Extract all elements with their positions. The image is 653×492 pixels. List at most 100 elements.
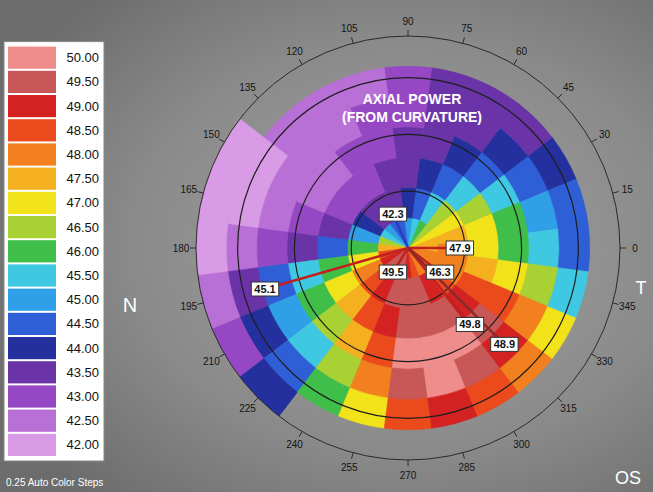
colorbar: 42.0042.5043.0043.5044.0044.5045.0045.50… xyxy=(4,42,104,461)
angle-tick xyxy=(514,432,517,437)
colorbar-label: 44.50 xyxy=(66,316,99,331)
angle-tick xyxy=(299,432,302,437)
angle-tick xyxy=(620,248,626,249)
reading-lines xyxy=(265,214,504,344)
angle-label: 345 xyxy=(619,301,636,312)
background xyxy=(0,0,653,492)
rings xyxy=(196,36,620,460)
colorbar-swatch xyxy=(8,361,56,383)
angle-tick xyxy=(463,37,465,43)
angle-label: 180 xyxy=(173,243,190,254)
colorbar-swatch xyxy=(8,143,56,165)
map-cell xyxy=(464,256,498,283)
reading-label: 42.3 xyxy=(382,208,403,220)
angle-axis: 0153045607590105120135150165180195210225… xyxy=(173,16,639,481)
reading: 47.9 xyxy=(446,241,473,255)
reading-box xyxy=(379,265,406,279)
map-cell xyxy=(384,398,431,430)
reading-line xyxy=(408,248,470,324)
map-cell xyxy=(226,224,258,271)
angle-tick xyxy=(408,30,409,36)
colorbar-label: 46.00 xyxy=(66,244,99,259)
angle-label: 165 xyxy=(180,184,197,195)
colorbar-swatch xyxy=(8,313,56,335)
map-cell xyxy=(257,228,288,268)
colorbar-label: 43.00 xyxy=(66,389,99,404)
angle-label: 150 xyxy=(203,129,220,140)
map-cell xyxy=(212,119,264,179)
angle-label: 30 xyxy=(599,129,611,140)
colorbar-label: 43.50 xyxy=(66,365,99,380)
angle-label: 225 xyxy=(239,403,256,414)
map-cell xyxy=(528,228,559,268)
colorbar-label: 49.00 xyxy=(66,99,99,114)
angle-tick xyxy=(197,303,203,305)
angle-tick xyxy=(463,453,465,459)
outer-ring xyxy=(196,36,620,460)
colorbar-label: 42.00 xyxy=(66,437,99,452)
reading-label: 49.5 xyxy=(382,266,403,278)
angle-tick xyxy=(558,94,562,98)
angle-label: 15 xyxy=(622,184,634,195)
colorbar-label: 45.50 xyxy=(66,268,99,283)
angle-label: 105 xyxy=(341,23,358,34)
reading-label: 48.9 xyxy=(494,338,515,350)
reading: 49.5 xyxy=(379,265,406,279)
angle-label: 315 xyxy=(560,403,577,414)
reading-box xyxy=(446,241,473,255)
map-cell xyxy=(318,213,352,240)
reading-line xyxy=(408,248,504,344)
reading: 48.9 xyxy=(491,337,518,351)
colorbar-swatch xyxy=(8,289,56,311)
colorbar-label: 48.00 xyxy=(66,147,99,162)
colorbar-swatch xyxy=(8,240,56,262)
map-cell xyxy=(498,232,529,264)
angle-label: 240 xyxy=(286,439,303,450)
angle-label: 60 xyxy=(516,46,528,57)
angle-tick xyxy=(558,398,562,402)
angle-tick xyxy=(613,192,619,194)
angle-label: 255 xyxy=(341,462,358,473)
reading-label: 47.9 xyxy=(449,242,470,254)
colorbar-swatch xyxy=(8,385,56,407)
colorbar-swatch xyxy=(8,168,56,190)
reading: 46.3 xyxy=(426,265,453,279)
map-cells xyxy=(196,66,590,429)
colorbar-swatch xyxy=(8,95,56,117)
angle-tick xyxy=(219,354,224,357)
reading-box xyxy=(379,207,406,221)
reading-label: 49.8 xyxy=(459,318,480,330)
colorbar-swatch xyxy=(8,337,56,359)
angle-tick xyxy=(352,37,354,43)
colorbar-label: 47.50 xyxy=(66,171,99,186)
angle-label: 75 xyxy=(461,23,473,34)
colorbar-swatch xyxy=(8,71,56,93)
colorbar-label: 47.00 xyxy=(66,195,99,210)
reading: 45.1 xyxy=(251,282,278,296)
colorbar-swatch xyxy=(8,434,56,456)
eye-label: OS xyxy=(615,468,641,488)
angle-tick xyxy=(299,59,302,64)
angle-tick xyxy=(352,453,354,459)
colorbar-label: 50.00 xyxy=(66,50,99,65)
title: AXIAL POWER xyxy=(363,91,462,107)
map-cell xyxy=(196,220,228,275)
map-cell xyxy=(338,388,388,428)
angle-label: 120 xyxy=(286,46,303,57)
reading-label: 46.3 xyxy=(429,266,450,278)
colorbar-panel xyxy=(4,42,104,461)
ring xyxy=(238,78,579,419)
angle-tick xyxy=(592,139,597,142)
angle-tick xyxy=(219,139,224,142)
map-cell xyxy=(558,224,590,271)
angle-label: 285 xyxy=(458,462,475,473)
colorbar-label: 45.00 xyxy=(66,292,99,307)
colorbar-label: 49.50 xyxy=(66,74,99,89)
reading-box xyxy=(491,337,518,351)
reading-line xyxy=(265,248,408,289)
footnote: 0.25 Auto Color Steps xyxy=(6,477,103,488)
map-cell xyxy=(548,268,588,318)
map-cell xyxy=(388,368,428,399)
angle-tick xyxy=(254,398,258,402)
reading-box xyxy=(251,282,278,296)
